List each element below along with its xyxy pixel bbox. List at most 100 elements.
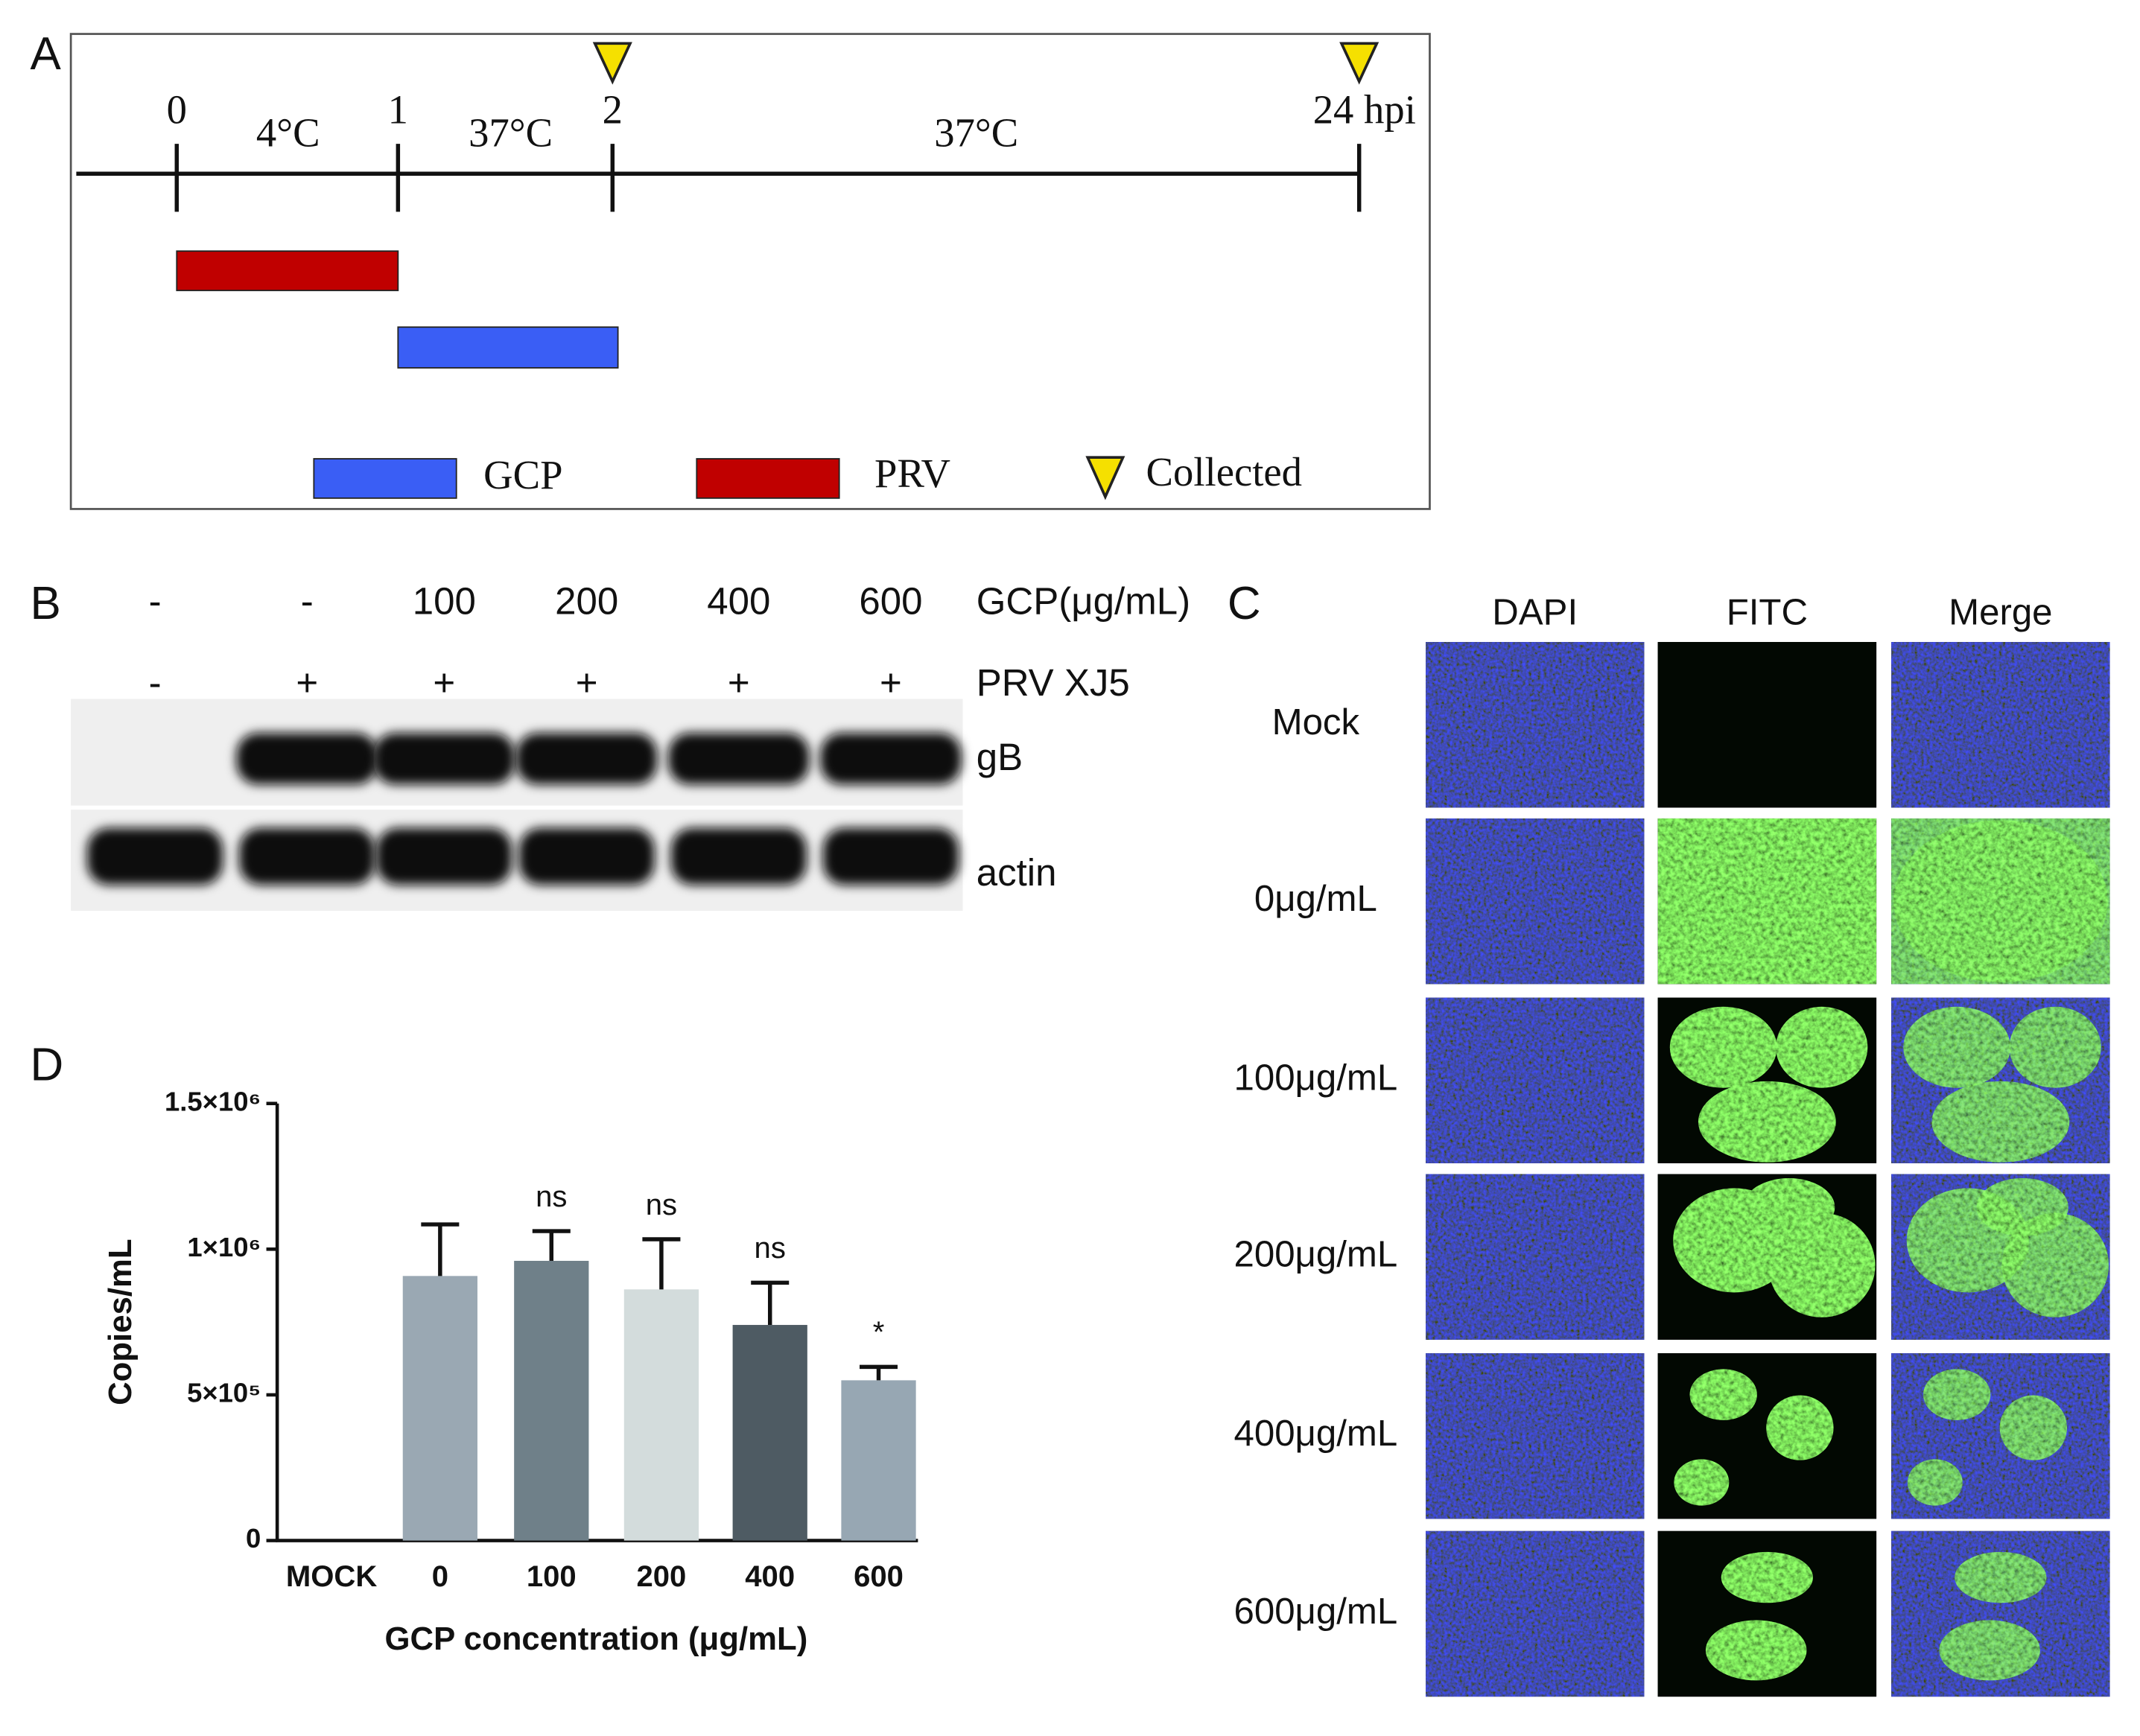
micrograph xyxy=(1657,1530,1877,1697)
fitc-signal xyxy=(1705,1620,1807,1681)
temperature-label: 4°C xyxy=(256,110,320,156)
timeline-frame xyxy=(69,33,1431,510)
row-label: 0μg/mL xyxy=(1254,878,1377,919)
legend-label: GCP xyxy=(483,452,562,497)
bar xyxy=(623,1289,699,1541)
legend-swatch xyxy=(1085,456,1125,500)
micrograph xyxy=(1891,1353,2110,1519)
gcp-dose: - xyxy=(301,580,314,623)
error-bar xyxy=(860,1364,898,1381)
gcp-dose: - xyxy=(149,580,162,623)
dapi-signal xyxy=(1425,1530,1645,1697)
micrograph xyxy=(1425,1530,1645,1697)
micrograph xyxy=(1425,1174,1645,1340)
channel-header: FITC xyxy=(1727,592,1808,633)
micrograph xyxy=(1425,997,1645,1163)
actin-band xyxy=(239,827,375,886)
actin-band xyxy=(518,827,655,886)
temperature-label: 37°C xyxy=(469,110,553,156)
significance-label: * xyxy=(873,1316,885,1349)
row-label: 200μg/mL xyxy=(1233,1234,1397,1275)
fitc-signal xyxy=(1776,1006,1868,1088)
panel-letter: A xyxy=(30,28,61,80)
micrograph xyxy=(1891,1174,2110,1340)
x-axis-title: GCP concentration (μg/mL) xyxy=(385,1621,808,1657)
image-background xyxy=(1657,642,1877,808)
fitc-signal xyxy=(1768,1212,1876,1317)
collected-marker xyxy=(592,42,632,85)
error-bar xyxy=(751,1280,790,1326)
timeline-label: 24 hpi xyxy=(1313,87,1416,133)
gb-band xyxy=(373,733,515,785)
micrograph xyxy=(1657,818,1877,985)
x-tick-label: 600 xyxy=(854,1560,904,1593)
prv-status: - xyxy=(149,661,162,704)
x-tick-label: 200 xyxy=(636,1560,686,1593)
row-label: PRV XJ5 xyxy=(977,661,1130,704)
collected-marker xyxy=(1339,42,1379,85)
micrograph xyxy=(1657,642,1877,808)
fitc-signal xyxy=(1922,1369,1991,1420)
fitc-signal xyxy=(1698,1081,1836,1163)
x-tick-label: MOCK xyxy=(286,1560,378,1593)
micrograph xyxy=(1657,997,1877,1163)
fitc-signal xyxy=(1660,820,1875,983)
temperature-label: 37°C xyxy=(934,110,1018,156)
dapi-signal xyxy=(1425,1174,1645,1340)
fitc-signal xyxy=(1743,1178,1835,1236)
gcp-dose: 200 xyxy=(555,580,618,623)
fitc-signal xyxy=(1766,1395,1834,1460)
significance-label: ns xyxy=(755,1232,786,1265)
prv-status: + xyxy=(433,661,455,704)
legend-swatch xyxy=(313,458,457,499)
channel-header: Merge xyxy=(1949,592,2052,633)
actin-band xyxy=(822,827,959,886)
dapi-signal xyxy=(1425,642,1645,808)
timeline-label: 1 xyxy=(388,87,408,133)
prv-status: + xyxy=(576,661,598,704)
dapi-signal xyxy=(1425,1353,1645,1519)
gcp-dose: 600 xyxy=(859,580,922,623)
error-bar xyxy=(642,1237,681,1290)
gb-band xyxy=(515,733,658,785)
actin-band xyxy=(86,827,223,886)
y-tick-label: 1.5×10⁶ xyxy=(165,1086,261,1116)
gcp-dose: 100 xyxy=(413,580,476,623)
micrograph xyxy=(1891,642,2110,808)
bar xyxy=(514,1260,589,1541)
x-tick-label: 400 xyxy=(745,1560,795,1593)
gb-band xyxy=(668,733,810,785)
actin-band xyxy=(670,827,807,886)
prv-status: + xyxy=(296,661,318,704)
timeline-label: 0 xyxy=(167,87,187,133)
legend-label: PRV xyxy=(874,451,950,496)
legend-label: Collected xyxy=(1146,449,1302,495)
fitc-signal xyxy=(1689,1369,1757,1420)
row-label: 100μg/mL xyxy=(1233,1058,1397,1098)
fitc-signal xyxy=(1893,820,2108,983)
bar xyxy=(841,1380,916,1541)
channel-header: DAPI xyxy=(1492,592,1578,633)
fitc-signal xyxy=(1721,1551,1813,1603)
y-tick-label: 1×10⁶ xyxy=(187,1232,261,1262)
legend-swatch xyxy=(696,458,840,499)
fitc-signal xyxy=(1669,1006,1777,1088)
x-tick-label: 0 xyxy=(432,1560,448,1593)
bar xyxy=(732,1325,807,1541)
prv-bar xyxy=(176,250,399,291)
fitc-signal xyxy=(1674,1459,1730,1506)
prv-status: + xyxy=(728,661,750,704)
micrograph xyxy=(1425,642,1645,808)
error-bar xyxy=(421,1222,460,1276)
dapi-signal xyxy=(1425,818,1645,985)
fitc-signal xyxy=(1931,1081,2070,1163)
gb-band xyxy=(236,733,378,785)
micrograph xyxy=(1891,1530,2110,1697)
y-tick-label: 5×10⁵ xyxy=(187,1378,261,1408)
band-label: gB xyxy=(977,736,1023,778)
significance-label: ns xyxy=(536,1180,567,1213)
gcp-bar xyxy=(397,326,619,369)
prv-status: + xyxy=(880,661,902,704)
row-label: Mock xyxy=(1272,702,1360,743)
fitc-signal xyxy=(1955,1551,2047,1603)
